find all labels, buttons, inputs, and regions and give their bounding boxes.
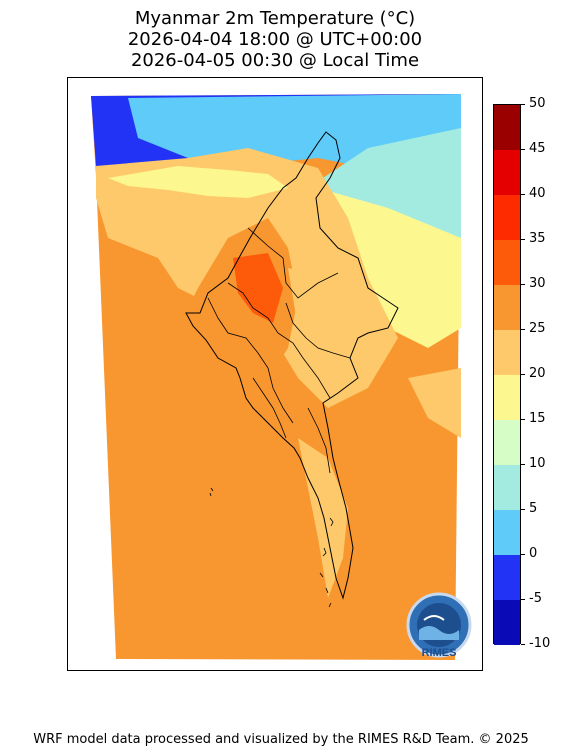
colorbar-tick-label: 5	[529, 501, 538, 516]
colorbar-tick-label: 10	[529, 456, 546, 471]
colorbar-tick-label: 50	[529, 96, 546, 111]
colorbar-tick	[521, 464, 525, 465]
colorbar-band	[494, 555, 520, 600]
myanmar-border	[185, 131, 399, 600]
internal-border-2	[227, 282, 331, 399]
sea-warm-patch	[408, 368, 461, 438]
colorbar-tick	[521, 374, 525, 375]
colorbar-tick	[521, 104, 525, 105]
colorbar-tick-label: 0	[529, 546, 538, 561]
cold-zone-light	[128, 94, 461, 218]
colorbar-tick-label: -5	[529, 591, 542, 606]
chart-title: Myanmar 2m Temperature (°C) 2026-04-04 1…	[0, 8, 550, 71]
coastal-warm	[298, 438, 348, 598]
colorbar-band	[494, 420, 520, 465]
colorbar-tick-label: 15	[529, 411, 546, 426]
colorbar-band	[494, 105, 520, 150]
rimes-logo-icon	[406, 592, 472, 658]
colorbar-tick-label: 20	[529, 366, 546, 381]
east-plateau	[288, 268, 398, 398]
islands	[209, 487, 334, 608]
colorbar-tick	[521, 599, 525, 600]
colorbar-tick-label: -10	[529, 636, 551, 651]
internal-border-5	[285, 302, 351, 359]
colorbar-tick	[521, 284, 525, 285]
colorbar-tick	[521, 239, 525, 240]
temperature-map	[91, 94, 461, 660]
title-line-1: Myanmar 2m Temperature (°C)	[134, 8, 416, 29]
mild-zone-ne	[318, 188, 461, 348]
colorbar-band	[494, 240, 520, 285]
internal-border-6	[307, 407, 331, 474]
colorbar-tick-label: 30	[529, 276, 546, 291]
internal-border-1	[247, 227, 339, 299]
colorbar-tick-label: 45	[529, 141, 546, 156]
colorbar-band	[494, 150, 520, 195]
colorbar-band	[494, 510, 520, 555]
colorbar-tick-label: 35	[529, 231, 546, 246]
colorbar-band	[494, 465, 520, 510]
logo-label: RIMES	[421, 647, 457, 659]
map-frame	[67, 77, 483, 671]
hot-core	[233, 253, 283, 323]
colorbar-tick	[521, 149, 525, 150]
internal-border-4	[252, 377, 287, 439]
colorbar-band	[494, 330, 520, 375]
colorbar	[493, 104, 521, 645]
colorbar-tick	[521, 194, 525, 195]
colorbar-tick-label: 25	[529, 321, 546, 336]
title-line-2: 2026-04-04 18:00 @ UTC+00:00	[127, 29, 423, 50]
title-line-3: 2026-04-05 00:30 @ Local Time	[130, 50, 420, 71]
colorbar-tick-label: 40	[529, 186, 546, 201]
colorbar-tick	[521, 554, 525, 555]
footer-credit: WRF model data processed and visualized …	[33, 732, 529, 747]
mild-zone-nw	[108, 166, 288, 198]
colorbar-band	[494, 600, 520, 645]
colorbar-band	[494, 195, 520, 240]
colorbar-tick	[521, 644, 525, 645]
colorbar-band	[494, 285, 520, 330]
colorbar-band	[494, 375, 520, 420]
colorbar-tick	[521, 509, 525, 510]
colorbar-tick	[521, 419, 525, 420]
colorbar-tick	[521, 329, 525, 330]
internal-border-3	[207, 297, 294, 424]
